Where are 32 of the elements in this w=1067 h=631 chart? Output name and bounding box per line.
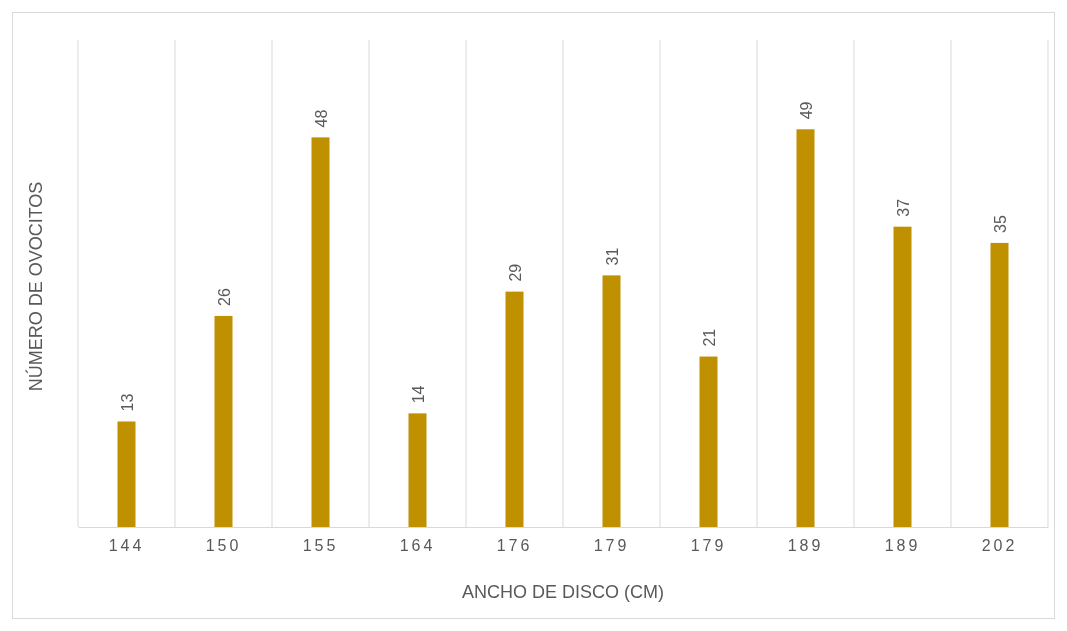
x-tick-label: 150 [205, 536, 242, 554]
bar [699, 356, 718, 527]
bar [214, 315, 233, 527]
bar [505, 291, 524, 527]
bar [408, 413, 427, 527]
data-label: 26 [215, 288, 233, 306]
x-tick-label: 179 [690, 536, 727, 554]
y-axis-title: NÚMERO DE OVOCITOS [25, 181, 46, 392]
data-label: 29 [506, 263, 524, 282]
data-label: 48 [312, 109, 330, 128]
bar [893, 226, 912, 527]
bar [796, 129, 815, 527]
x-tick-label: 176 [496, 536, 533, 554]
data-label: 21 [700, 328, 718, 347]
bar [602, 275, 621, 527]
data-label: 37 [894, 198, 912, 217]
bar [311, 137, 330, 527]
data-label: 49 [797, 101, 815, 120]
x-tick-label: 202 [981, 536, 1018, 554]
x-tick-label: 179 [593, 536, 630, 554]
x-tick-label: 189 [787, 536, 824, 554]
bar [990, 242, 1009, 527]
x-tick-label: 189 [884, 536, 921, 554]
x-tick-label: 164 [399, 536, 436, 554]
x-tick-label: 155 [302, 536, 339, 554]
bar [117, 421, 136, 527]
data-label: 13 [118, 393, 136, 412]
data-label: 14 [409, 385, 427, 404]
data-label: 31 [603, 247, 621, 266]
x-axis-title: ANCHO DE DISCO (CM) [462, 582, 664, 602]
data-label: 35 [991, 215, 1009, 233]
x-tick-label: 144 [108, 536, 145, 554]
